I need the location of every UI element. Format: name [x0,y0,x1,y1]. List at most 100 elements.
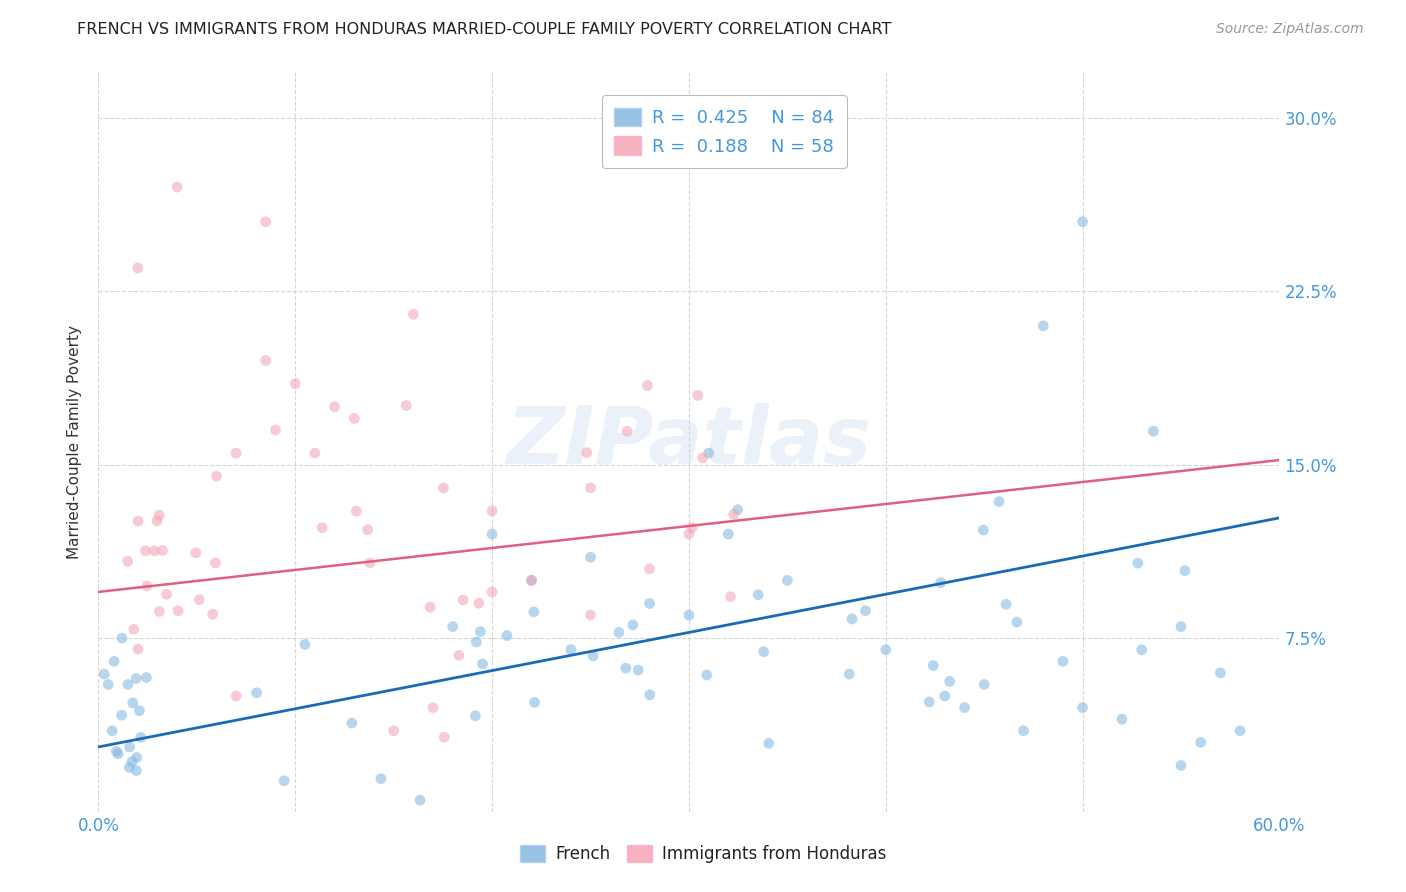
Point [146,514,169,528]
Point [938,674,960,689]
Point [121,696,143,710]
Point [201,607,224,622]
Point [471,657,494,671]
Point [93,667,115,681]
Point [678,608,700,623]
Point [359,556,381,570]
Point [382,723,405,738]
Point [246,686,269,700]
Legend: R =  0.425    N = 84, R =  0.188    N = 58: R = 0.425 N = 84, R = 0.188 N = 58 [602,95,846,169]
Point [520,574,543,588]
Legend: French, Immigrants from Honduras: French, Immigrants from Honduras [513,838,893,870]
Point [125,672,148,686]
Point [1229,723,1251,738]
Point [607,625,630,640]
Point [395,399,418,413]
Point [344,504,367,518]
Point [125,764,148,778]
Point [582,648,605,663]
Point [523,605,546,619]
Point [118,740,141,755]
Point [225,689,247,703]
Point [523,695,546,709]
Point [284,376,307,391]
Point [118,760,141,774]
Point [953,700,976,714]
Point [110,708,132,723]
Point [1071,215,1094,229]
Point [678,527,700,541]
Point [579,481,602,495]
Point [254,215,277,229]
Point [465,635,488,649]
Point [638,688,661,702]
Point [294,637,316,651]
Point [166,180,188,194]
Text: FRENCH VS IMMIGRANTS FROM HONDURAS MARRIED-COUPLE FAMILY POVERTY CORRELATION CHA: FRENCH VS IMMIGRANTS FROM HONDURAS MARRI… [77,22,891,37]
Point [152,543,174,558]
Point [135,671,157,685]
Point [1170,758,1192,772]
Point [1032,318,1054,333]
Point [481,585,503,599]
Point [934,689,956,703]
Point [838,667,860,681]
Point [720,590,742,604]
Point [1111,712,1133,726]
Point [419,600,441,615]
Point [205,469,228,483]
Point [101,723,124,738]
Point [638,562,661,576]
Point [995,597,1018,611]
Point [727,502,749,516]
Point [156,587,179,601]
Point [128,704,150,718]
Point [1071,700,1094,714]
Point [117,677,139,691]
Point [467,596,489,610]
Point [254,353,277,368]
Point [225,446,247,460]
Point [481,527,503,541]
Point [1126,556,1149,570]
Point [481,504,503,518]
Point [929,575,952,590]
Point [855,604,877,618]
Point [129,731,152,745]
Point [264,423,287,437]
Point [1189,735,1212,749]
Point [1174,564,1197,578]
Point [696,668,718,682]
Point [135,579,157,593]
Point [409,793,432,807]
Point [918,695,941,709]
Point [343,411,366,425]
Point [127,260,149,275]
Point [122,623,145,637]
Point [340,716,363,731]
Point [188,592,211,607]
Point [451,593,474,607]
Point [441,619,464,633]
Point [1209,665,1232,680]
Point [1012,723,1035,738]
Point [370,772,392,786]
Point [616,425,638,439]
Point [117,554,139,568]
Point [841,612,863,626]
Point [273,773,295,788]
Point [1052,654,1074,668]
Point [681,521,703,535]
Point [627,663,650,677]
Point [1130,642,1153,657]
Point [638,597,661,611]
Y-axis label: Married-Couple Family Poverty: Married-Couple Family Poverty [67,325,83,558]
Point [105,744,128,758]
Point [143,544,166,558]
Point [433,730,456,744]
Point [432,481,454,495]
Point [304,446,326,460]
Point [127,642,149,657]
Point [752,645,775,659]
Point [422,700,444,714]
